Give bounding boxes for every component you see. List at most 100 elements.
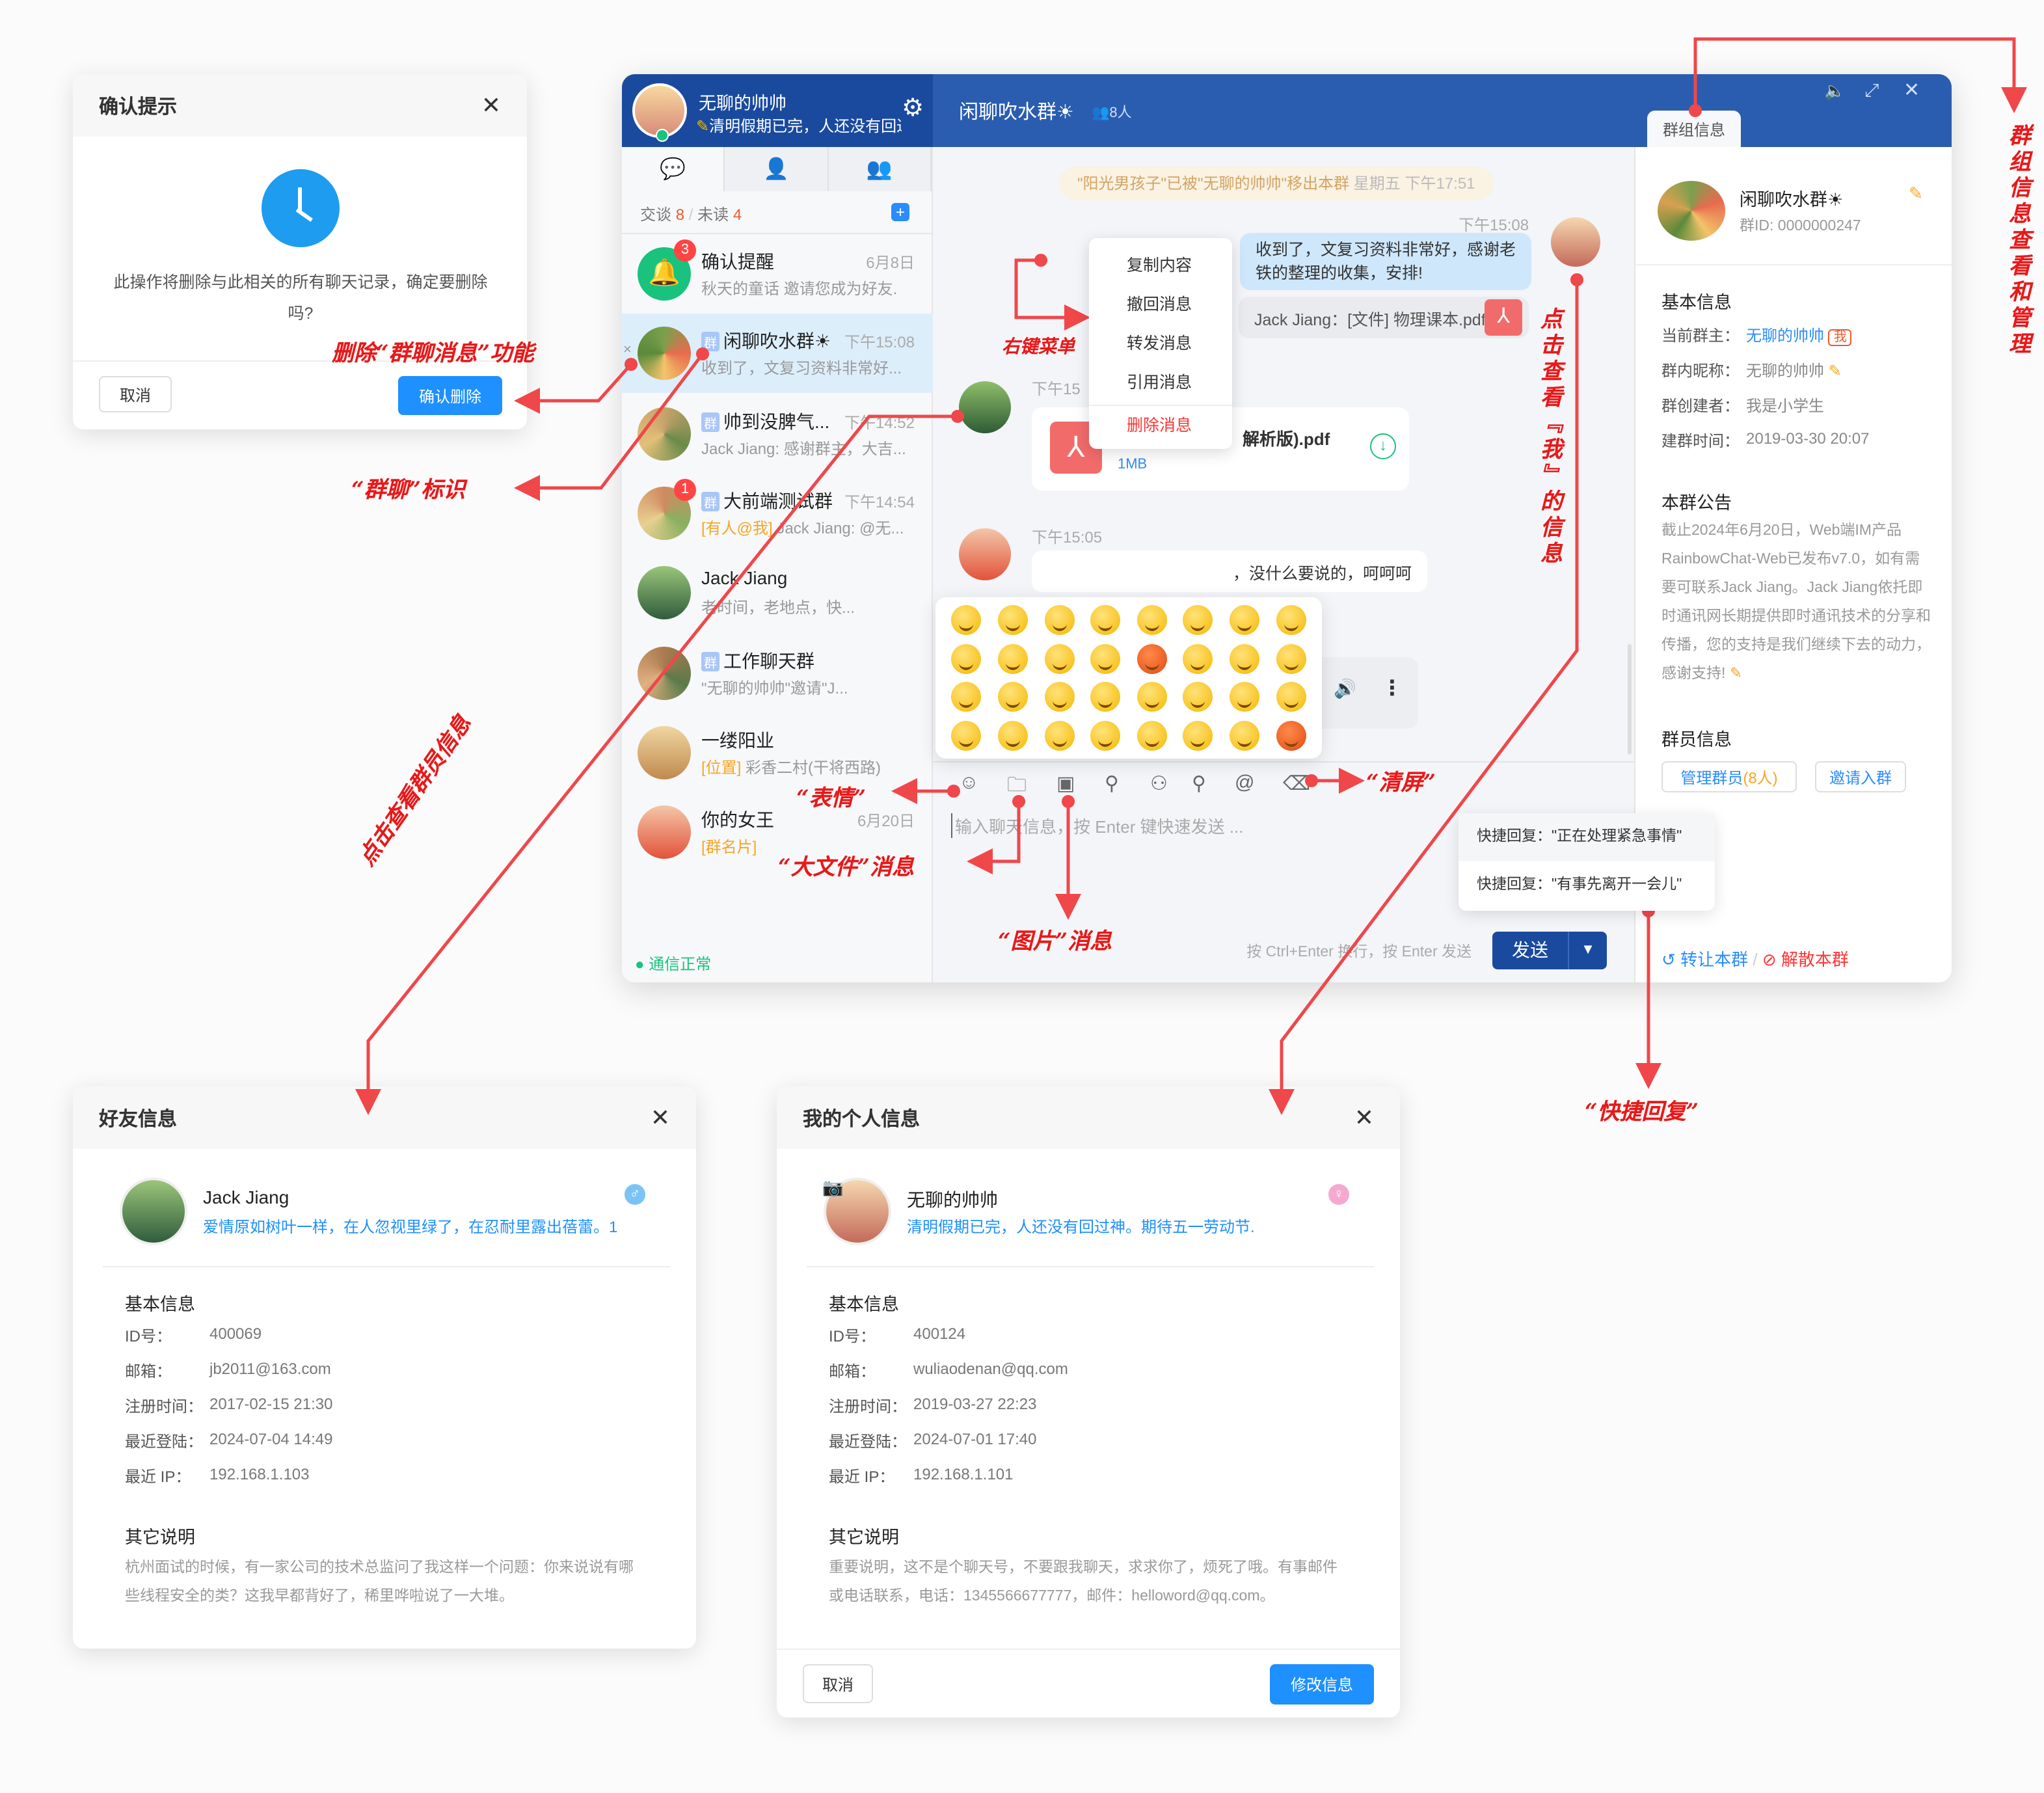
- close-icon[interactable]: ✕: [1354, 1104, 1374, 1130]
- member-avatar[interactable]: [959, 528, 1011, 580]
- grinning-emoji-icon[interactable]: [1230, 682, 1260, 712]
- add-conversation-button[interactable]: +: [891, 203, 909, 221]
- blush-emoji-icon[interactable]: [1276, 605, 1306, 636]
- tab-chats[interactable]: 💬: [622, 147, 725, 191]
- annotation-group-info: 群组信息查看和管理: [2004, 124, 2030, 358]
- joy-emoji-icon[interactable]: [1090, 605, 1121, 636]
- confirm-delete-button[interactable]: 确认删除: [398, 376, 502, 415]
- scream-emoji-icon[interactable]: [1276, 643, 1306, 674]
- smirk-emoji-icon[interactable]: [1276, 682, 1306, 712]
- conversation-time: 6月20日: [857, 812, 915, 831]
- frowning-emoji-icon[interactable]: [1044, 605, 1075, 636]
- image-icon[interactable]: ▣: [1056, 773, 1075, 795]
- transfer-group-link[interactable]: ↺ 转让本群: [1661, 950, 1748, 969]
- manage-members-button[interactable]: 管理群员 (8人): [1661, 761, 1797, 792]
- my-avatar[interactable]: [1551, 217, 1600, 267]
- owner-name[interactable]: 无聊的帅帅: [1746, 327, 1825, 345]
- slightly-smiling-emoji-icon[interactable]: [951, 605, 982, 636]
- message-time: 下午15:05: [1032, 528, 1103, 546]
- cancel-button[interactable]: 取消: [99, 376, 172, 412]
- close-icon[interactable]: ✕: [481, 92, 501, 118]
- emoji-icon[interactable]: ☺: [959, 772, 979, 794]
- location-icon[interactable]: ⚲: [1192, 773, 1206, 795]
- dizzy-emoji-icon[interactable]: [997, 720, 1028, 751]
- gear-icon[interactable]: ⚙: [902, 95, 924, 122]
- vomiting-emoji-icon[interactable]: [1136, 682, 1167, 712]
- upside-down-emoji-icon[interactable]: [997, 605, 1028, 636]
- fearful-emoji-icon[interactable]: [1044, 720, 1075, 751]
- context-menu-item[interactable]: 删除消息: [1089, 405, 1232, 444]
- laughing-emoji-icon[interactable]: [1183, 682, 1213, 712]
- message-input[interactable]: 输入聊天信息，按 Enter 键快速发送 ...: [951, 813, 1244, 838]
- conversation-item[interactable]: 群闲聊吹水群☀ 下午15:08 收到了，文复习资料非常好... ×: [622, 314, 933, 394]
- sweat-emoji-icon[interactable]: [1090, 720, 1121, 751]
- sweat-smile-emoji-icon[interactable]: [1090, 643, 1121, 674]
- tired-emoji-icon[interactable]: [1090, 682, 1121, 712]
- camera-icon[interactable]: 📷: [822, 1178, 844, 1197]
- close-icon[interactable]: ✕: [1903, 79, 1920, 101]
- message-bubble[interactable]: ，没什么要说的，呵呵呵: [1032, 550, 1427, 592]
- nerd-emoji-icon[interactable]: [997, 682, 1028, 712]
- at-icon[interactable]: @: [1235, 772, 1255, 794]
- quoted-file-message[interactable]: Jack Jiang：[文件] 物理课本.pdf: [1239, 297, 1529, 338]
- quick-reply-item[interactable]: 快捷回复："有事先离开一会儿": [1477, 877, 1682, 893]
- chat-title[interactable]: 闲聊吹水群☀: [959, 101, 1074, 124]
- dismiss-group-link[interactable]: ⊘ 解散本群: [1762, 950, 1849, 969]
- folder-icon[interactable]: 🗀: [1007, 774, 1027, 796]
- zipper-mouth-emoji-icon[interactable]: [951, 643, 982, 674]
- yum-emoji-icon[interactable]: [951, 720, 982, 751]
- send-button[interactable]: 发送: [1512, 939, 1548, 960]
- member-avatar[interactable]: [959, 381, 1011, 433]
- sob-emoji-icon[interactable]: [1230, 605, 1260, 636]
- my-profile-header[interactable]: 无聊的帅帅 ✎清明假期已完，人还没有回过神 ⚙: [622, 74, 933, 147]
- expand-icon[interactable]: ⤢: [1864, 79, 1879, 100]
- edit-pencil-icon[interactable]: ✎: [1729, 666, 1743, 682]
- tab-groups[interactable]: 👥: [828, 147, 932, 191]
- conversation-item[interactable]: 一缕阳业 [位置] 彩香二村(干将西路): [622, 713, 933, 792]
- my-message-bubble[interactable]: 收到了，文复习资料非常好，感谢老铁的整理的收集，安排!: [1240, 233, 1531, 290]
- group-card-icon[interactable]: ⚇: [1150, 773, 1168, 795]
- stuck-out-tongue-winking-emoji-icon[interactable]: [1183, 643, 1213, 674]
- scrollbar[interactable]: [1628, 644, 1632, 755]
- context-menu-item[interactable]: 转发消息: [1127, 334, 1192, 353]
- conversation-item[interactable]: 群工作聊天群 "无聊的帅帅"邀请"J...: [622, 633, 933, 712]
- sound-icon[interactable]: 🔈: [1824, 81, 1846, 100]
- invite-button[interactable]: 邀请入群: [1815, 761, 1906, 792]
- download-icon[interactable]: ↓: [1370, 433, 1396, 459]
- contact-card-icon[interactable]: ⚲: [1105, 773, 1119, 795]
- conversation-item[interactable]: 🔔 3 确认提醒 6月8日 秋天的童话 邀请您成为好友.: [622, 234, 933, 314]
- edit-pencil-icon[interactable]: ✎: [1909, 183, 1923, 203]
- context-menu-item[interactable]: 撤回消息: [1127, 295, 1192, 314]
- disappointed-relieved-emoji-icon[interactable]: [1044, 643, 1075, 674]
- slightly-frowning-emoji-icon[interactable]: [951, 682, 982, 712]
- grin-emoji-icon[interactable]: [1230, 643, 1260, 674]
- tab-contacts[interactable]: 👤: [725, 147, 829, 191]
- flushed-emoji-icon[interactable]: [1136, 605, 1167, 636]
- conversation-item[interactable]: 群帅到没脾气... 下午14:52 Jack Jiang: 感谢群主，大吉...: [622, 394, 933, 473]
- angry-emoji-icon[interactable]: [1136, 643, 1167, 674]
- squinting-tongue-emoji-icon[interactable]: [1136, 720, 1167, 751]
- my-avatar[interactable]: [824, 1178, 891, 1245]
- my-avatar[interactable]: [632, 83, 687, 138]
- edit-pencil-icon[interactable]: ✎: [1828, 362, 1842, 380]
- conversation-item[interactable]: 1 群大前端测试群 下午14:54 [有人@我] Jack Jiang: @无...: [622, 474, 933, 553]
- context-menu: 复制内容撤回消息转发消息引用消息删除消息: [1089, 238, 1232, 449]
- edit-info-button[interactable]: 修改信息: [1270, 1664, 1374, 1705]
- cold-sweat-emoji-icon[interactable]: [1044, 682, 1075, 712]
- quick-reply-item[interactable]: 快捷回复："正在处理紧急事情": [1459, 813, 1715, 861]
- context-menu-item[interactable]: 复制内容: [1127, 256, 1192, 275]
- sleeping-emoji-icon[interactable]: [997, 643, 1028, 674]
- close-icon[interactable]: ✕: [650, 1104, 670, 1130]
- more-icon[interactable]: ⋮: [1382, 678, 1403, 700]
- chevron-down-icon[interactable]: ▼: [1568, 932, 1607, 969]
- speaker-icon[interactable]: 🔊: [1334, 678, 1356, 699]
- preview-tag: [群名片]: [701, 838, 757, 857]
- context-menu-item[interactable]: 引用消息: [1127, 373, 1192, 392]
- conversation-item[interactable]: 你的女王 6月20日 [群名片]: [622, 792, 933, 872]
- cursing-emoji-icon[interactable]: [1276, 720, 1306, 751]
- sunglasses-emoji-icon[interactable]: [1183, 605, 1213, 636]
- cancel-button[interactable]: 取消: [803, 1664, 873, 1703]
- delete-conversation-icon[interactable]: ×: [623, 342, 632, 358]
- cowboy-emoji-icon[interactable]: [1230, 720, 1260, 751]
- expressionless-emoji-icon[interactable]: [1183, 720, 1213, 751]
